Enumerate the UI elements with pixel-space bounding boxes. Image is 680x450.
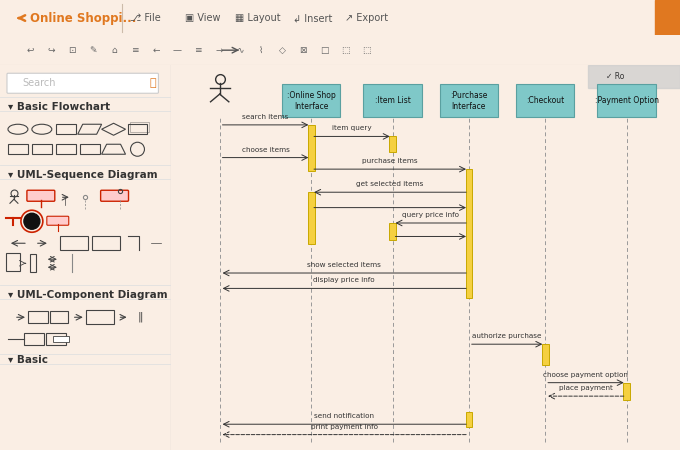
Text: ▾ UML-Sequence Diagram: ▾ UML-Sequence Diagram — [8, 170, 158, 180]
Text: ▾ Basic: ▾ Basic — [8, 355, 48, 365]
Bar — [92, 236, 120, 250]
Text: ⎇ File: ⎇ File — [130, 13, 160, 23]
Bar — [597, 85, 656, 117]
Text: ⬚: ⬚ — [362, 46, 370, 55]
Bar — [80, 144, 100, 154]
Bar — [60, 236, 88, 250]
Bar — [588, 65, 680, 88]
Text: ↲ Insert: ↲ Insert — [293, 13, 333, 23]
Text: ⌕: ⌕ — [150, 78, 156, 88]
Bar — [8, 144, 28, 154]
Text: ◇: ◇ — [279, 46, 286, 55]
Text: :Payment Option: :Payment Option — [594, 96, 659, 105]
Bar — [390, 136, 396, 152]
Text: ∿: ∿ — [236, 46, 243, 55]
Text: search items: search items — [242, 114, 288, 120]
Text: display price info: display price info — [313, 277, 375, 284]
Bar — [440, 85, 498, 117]
Text: ▦ Layout: ▦ Layout — [235, 13, 281, 23]
Circle shape — [24, 213, 40, 229]
FancyBboxPatch shape — [47, 216, 69, 225]
Text: ✓ Ro: ✓ Ro — [607, 72, 625, 81]
Text: get selected items: get selected items — [356, 181, 424, 187]
Text: ⊡: ⊡ — [68, 46, 75, 55]
Text: ≡: ≡ — [194, 46, 202, 55]
Bar — [542, 344, 549, 365]
Text: :Purchase
Interface: :Purchase Interface — [450, 91, 488, 111]
Bar — [6, 253, 20, 271]
Text: ⌇: ⌇ — [259, 46, 263, 55]
Bar — [46, 333, 66, 345]
FancyBboxPatch shape — [27, 190, 55, 201]
Text: →: → — [216, 46, 223, 55]
Bar — [24, 333, 44, 345]
Text: :Item List: :Item List — [375, 96, 411, 105]
Text: ▾ UML-Component Diagram: ▾ UML-Component Diagram — [8, 290, 167, 300]
Text: place payment: place payment — [559, 385, 613, 391]
Bar — [516, 85, 575, 117]
Bar — [128, 124, 148, 134]
Text: ⊠: ⊠ — [299, 46, 307, 55]
Text: :Checkout: :Checkout — [526, 96, 564, 105]
Text: ⬚: ⬚ — [341, 46, 350, 55]
Text: Online Shoppi...: Online Shoppi... — [30, 12, 137, 25]
Bar — [53, 336, 69, 342]
Text: choose payment option: choose payment option — [543, 372, 628, 378]
Text: print payment info: print payment info — [311, 423, 378, 430]
Bar — [655, 0, 680, 35]
Text: ↩: ↩ — [27, 46, 34, 55]
Bar — [30, 254, 36, 272]
Bar — [56, 144, 75, 154]
Bar — [624, 382, 630, 400]
Text: :Online Shop
Interface: :Online Shop Interface — [287, 91, 336, 111]
Bar — [28, 311, 48, 323]
Bar — [86, 310, 114, 324]
Text: ✎: ✎ — [89, 46, 97, 55]
Text: choose items: choose items — [241, 147, 290, 153]
Bar — [466, 411, 472, 427]
Text: ▾ Basic Flowchart: ▾ Basic Flowchart — [8, 102, 110, 112]
Bar — [129, 122, 150, 132]
Bar — [32, 144, 52, 154]
Bar — [308, 192, 315, 244]
Text: purchase items: purchase items — [362, 158, 418, 164]
Bar — [282, 85, 341, 117]
Text: ‖: ‖ — [137, 312, 143, 323]
Text: authorize purchase: authorize purchase — [473, 333, 542, 339]
Text: ▣ View: ▣ View — [185, 13, 220, 23]
Text: —: — — [173, 46, 182, 55]
FancyBboxPatch shape — [7, 73, 158, 93]
Bar — [466, 169, 472, 298]
Text: show selected items: show selected items — [307, 262, 381, 268]
Text: ≡: ≡ — [131, 46, 139, 55]
Text: Search: Search — [22, 78, 55, 88]
Text: ↗ Export: ↗ Export — [345, 13, 388, 23]
Bar — [56, 124, 75, 134]
Text: item query: item query — [332, 126, 372, 131]
Text: □: □ — [320, 46, 328, 55]
Text: query price info: query price info — [403, 212, 459, 218]
Text: ⌂: ⌂ — [111, 46, 117, 55]
Text: send notification: send notification — [314, 413, 374, 419]
Bar — [308, 125, 315, 171]
Bar — [390, 223, 396, 240]
Bar — [50, 311, 68, 323]
FancyBboxPatch shape — [101, 190, 129, 201]
Bar — [363, 85, 422, 117]
Text: ←: ← — [152, 46, 160, 55]
Text: ↪: ↪ — [47, 46, 55, 55]
